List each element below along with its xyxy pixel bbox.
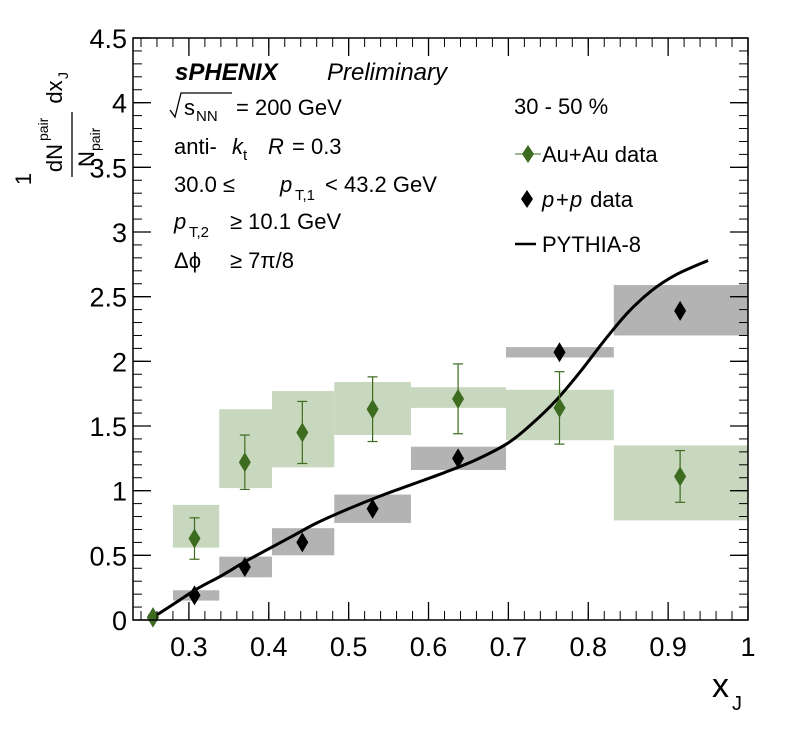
y-label-dN: dN [42,144,67,172]
legend-pp-plus: + [556,187,569,212]
energy-s: s [184,95,195,120]
axis-tick-labels: 0 0.5 1 1.5 2 2.5 3 3.5 4 4.5 0.3 0.4 0.5 0.6 0.7 0.8 0.… [89,24,755,662]
pt1-high: < 43.2 GeV [325,172,437,197]
algo-t: t [243,147,248,164]
auau-data-point [146,607,159,628]
auau-data-point [674,466,687,487]
pythia-curve [148,259,709,622]
systematic-uncertainty-boxes [148,285,748,620]
auau-data-point [366,399,379,420]
y-tick-label: 2.5 [89,283,127,313]
pp-data-point [553,342,566,363]
x-axis-label-sub: J [732,693,742,715]
y-axis-label: dN pair dx J 1 N pair [11,72,103,185]
legend-auau-label: Au+Au data [542,142,658,167]
y-label-pair-sub-top: pair [35,117,51,141]
x-tick-label: 1 [740,632,755,662]
y-tick-label: 3 [112,218,127,248]
auau-data-point [452,388,465,409]
axis-ticks [133,37,749,621]
pt2-p: p [173,209,186,234]
y-tick-label: 2 [112,347,127,377]
legend-pp-marker [521,190,533,208]
y-tick-label: 1 [112,477,127,507]
auau-data-point [238,452,251,473]
x-axis-label: x [712,667,729,705]
pt1-p: p [279,172,292,197]
centrality-label: 30 - 50 % [514,94,608,119]
legend-pythia-label: PYTHIA-8 [542,232,641,257]
auau-data-point [188,528,201,549]
auau-data-point [296,422,309,443]
pt1-low: 30.0 ≤ [174,172,235,197]
y-label-N: N [74,151,99,167]
pythia-curve-layer [148,259,709,622]
x-tick-label: 0.7 [490,632,528,662]
y-label-J-sub: J [55,72,71,79]
auau-data-point [553,397,566,418]
annotations: sPHENIX Preliminary s NN = 200 GeV anti-… [169,59,608,273]
x-tick-label: 0.3 [170,632,208,662]
y-tick-label: 4.5 [89,24,127,54]
pp-data-point [674,300,687,321]
legend-pp-rest: data [584,187,634,212]
pp-data-point [188,585,201,606]
data-markers [146,300,687,628]
x-tick-label: 0.5 [330,632,368,662]
pt2-value: ≥ 10.1 GeV [230,209,341,234]
pt1-sub: T,1 [295,187,315,204]
algo-R: R [268,134,284,159]
pp-data-point [296,532,309,553]
x-tick-label: 0.4 [250,632,288,662]
auau-sys-box [219,409,272,489]
y-label-numerator-1: 1 [11,173,36,185]
energy-sub: NN [196,108,218,125]
pp-data-point [452,448,465,469]
y-tick-label: 0 [112,606,127,636]
x-tick-label: 0.6 [410,632,448,662]
algo-R-value: = 0.3 [292,134,342,159]
y-tick-label: 0.5 [89,541,127,571]
preliminary-label: Preliminary [327,59,449,86]
algo-prefix: anti- [174,134,217,159]
x-tick-label: 0.9 [649,632,687,662]
sqrt-symbol [169,92,232,119]
experiment-name: sPHENIX [175,59,280,86]
legend-pp-p1: p [541,187,554,212]
dphi-symbol: Δϕ [174,248,201,273]
pp-data-point [366,498,379,519]
algo-k: k [232,134,244,159]
y-label-dx: dx [42,80,67,103]
y-tick-label: 3.5 [89,153,127,183]
pt2-sub: T,2 [189,224,209,241]
pp-data-point [238,556,251,577]
y-tick-label: 1.5 [89,412,127,442]
legend-pp-p2: p [569,187,582,212]
dphi-value: ≥ 7π/8 [230,248,294,273]
legend: Au+Au data p + p data PYTHIA-8 [515,142,658,257]
plot-frame [132,37,749,621]
y-label-pair-sub-bottom: pair [87,127,103,151]
x-tick-label: 0.8 [569,632,607,662]
y-tick-label: 4 [112,89,127,119]
energy-value: = 200 GeV [236,95,342,120]
